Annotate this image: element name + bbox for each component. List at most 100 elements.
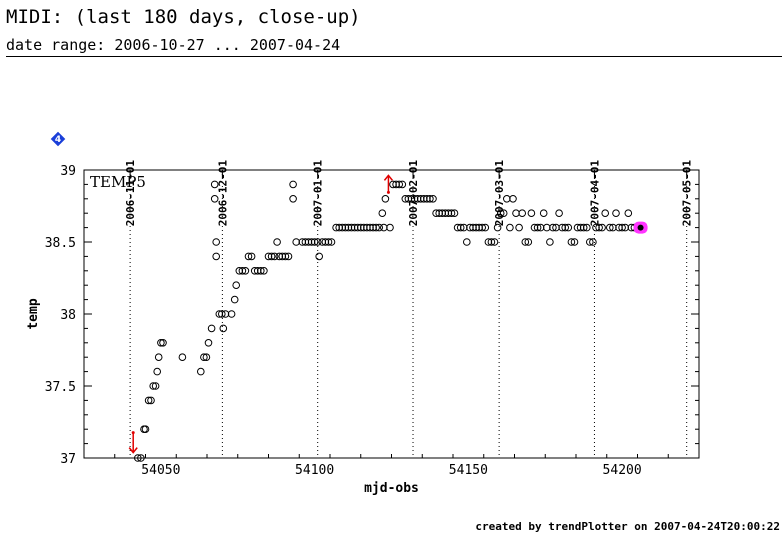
data-point (230, 295, 239, 304)
data-point (289, 195, 297, 203)
data-point (149, 382, 157, 390)
data-point (444, 209, 453, 217)
data-point (598, 223, 606, 232)
data-point (159, 339, 167, 347)
axis-tick-labels: 54050 54100 54150 54200 37 37.5 38 38.5 39 (45, 164, 642, 478)
data-point (210, 180, 219, 189)
data-point (506, 223, 514, 232)
data-point (435, 209, 444, 217)
data-point (618, 223, 626, 232)
data-point (154, 353, 163, 362)
data-point (157, 339, 165, 347)
date-label: 2007-04-01 (588, 160, 601, 227)
data-point (463, 238, 471, 246)
data-point (324, 238, 333, 246)
data-point (227, 310, 236, 318)
data-point (429, 195, 437, 203)
data-point (484, 238, 493, 246)
data-point (257, 267, 265, 275)
latest-point-dot (637, 224, 644, 231)
data-point (478, 223, 487, 232)
data-point (338, 223, 347, 232)
x-tick-label: 54100 (295, 463, 334, 478)
data-point (202, 353, 211, 362)
arrow-head (383, 174, 394, 181)
data-point (232, 281, 240, 290)
data-point (210, 195, 219, 203)
y-tick-label: 38 (60, 308, 76, 323)
data-point (313, 238, 322, 246)
data-point (549, 223, 557, 232)
data-point (219, 324, 228, 333)
data-point (212, 238, 220, 246)
x-tick-label: 54050 (141, 463, 180, 478)
data-point (244, 252, 253, 261)
data-point (200, 353, 208, 362)
data-point (555, 209, 563, 217)
data-point (275, 252, 284, 261)
data-point (378, 209, 387, 217)
data-point (509, 195, 517, 203)
data-point (270, 252, 279, 261)
arrow-head (128, 447, 138, 454)
data-point (235, 267, 244, 275)
date-label: 2007-01-01 (312, 160, 325, 227)
data-points (134, 180, 645, 462)
data-point (144, 396, 153, 405)
data-point (238, 267, 247, 275)
date-marker-labels: 2006-11-01 2006-12-01 2007-01-01 2007-02-01… (124, 160, 694, 227)
data-point (481, 223, 490, 232)
data-point (606, 223, 614, 232)
data-point (141, 425, 150, 434)
data-point (310, 238, 319, 246)
data-point (407, 195, 416, 203)
data-point (530, 223, 539, 232)
data-point (579, 223, 588, 232)
footer-credit: created by trendPlotter on 2007-04-24T20… (475, 520, 780, 533)
data-point (609, 223, 617, 232)
date-label: 2006-11-01 (124, 160, 137, 227)
data-point (212, 252, 220, 261)
data-point (512, 209, 520, 217)
data-point (267, 252, 276, 261)
page-badge-icon[interactable]: 4 (49, 130, 67, 148)
data-point (539, 209, 548, 217)
chart-annotations (128, 174, 648, 454)
data-point (527, 209, 536, 217)
data-point (247, 252, 256, 261)
data-point (499, 209, 508, 217)
data-point (558, 223, 567, 232)
data-point (490, 238, 499, 246)
data-point (426, 195, 434, 203)
data-point (369, 223, 377, 232)
header-divider (6, 56, 782, 57)
badge-label: 4 (55, 135, 61, 145)
data-point (315, 252, 324, 261)
data-point (612, 209, 620, 217)
data-point (134, 454, 142, 462)
data-point (147, 396, 155, 405)
data-point (178, 353, 187, 362)
data-point (586, 238, 594, 246)
data-point (601, 209, 610, 217)
data-point (524, 238, 533, 246)
data-point (366, 223, 374, 232)
axis-ticks (83, 169, 700, 459)
data-point (197, 367, 205, 376)
data-point (250, 267, 259, 275)
data-point (521, 238, 530, 246)
page-title: MIDI: (last 180 days, close-up) (6, 6, 361, 28)
y-tick-label: 39 (60, 164, 76, 179)
data-point (289, 180, 297, 189)
data-point (515, 223, 523, 232)
date-label: 2007-05-01 (681, 160, 694, 227)
data-point (589, 238, 597, 246)
data-point (307, 238, 316, 246)
data-point (353, 223, 362, 232)
data-point (292, 238, 301, 246)
data-point (546, 238, 554, 246)
date-label: 2007-02-01 (407, 160, 420, 227)
trend-chart: 2006-11-01 2006-12-01 2007-01-01 2007-02-01… (26, 130, 700, 496)
data-point (592, 223, 600, 232)
series-label: TEMP5 (90, 173, 146, 191)
